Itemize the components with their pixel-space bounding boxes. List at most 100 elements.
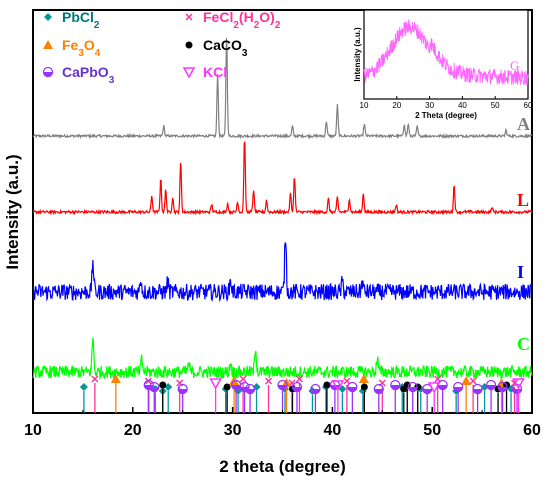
reference-marker-CaPbO3-fill — [231, 385, 241, 390]
reference-marker-FeCl2(H2O)2 — [239, 375, 247, 383]
reference-marker-CaPbO3-fill — [512, 389, 522, 394]
inset-series-label: G — [510, 58, 519, 73]
legend-text-part: Fe — [62, 37, 79, 53]
legend-subscript: 3 — [109, 75, 115, 86]
legend-text-part: O — [84, 37, 95, 53]
reference-marker-CaPbO3 — [472, 383, 483, 395]
series-line-C — [32, 337, 533, 381]
reference-marker-CaPbO3 — [485, 379, 497, 391]
legend-text-part: KCl — [203, 64, 227, 80]
reference-marker-KCl — [209, 378, 222, 390]
reference-marker-CaCO3 — [403, 381, 411, 389]
reference-marker-PbCl2 — [79, 383, 88, 391]
reference-marker-CaCO3 — [323, 381, 331, 389]
reference-marker-CaPbO3-fill — [390, 385, 400, 390]
reference-marker-CaPbO3-fill — [310, 389, 320, 394]
legend-marker-4 — [42, 66, 54, 78]
reference-marker-CaPbO3-fill — [374, 389, 384, 394]
reference-marker-CaPbO3-fill — [347, 387, 357, 392]
inset-tick-label: 10 — [360, 101, 369, 110]
inset-series-line — [363, 19, 529, 86]
series-line-A — [32, 37, 533, 140]
inset-frame — [363, 9, 529, 100]
reference-marker-CaCO3 — [360, 383, 368, 391]
reference-marker-CaPbO3 — [177, 383, 188, 395]
legend-text-part: FeCl — [203, 9, 233, 25]
legend-entry-label: CaPbO3 — [62, 64, 115, 86]
reference-marker-FeCl2(H2O)2 — [91, 375, 99, 383]
legend-text-part: CaCO — [203, 37, 242, 53]
x-axis-label: 2 theta (degree) — [219, 457, 346, 476]
reference-marker-CaPbO3-fill — [498, 387, 508, 392]
x-tick-label: 40 — [324, 422, 342, 439]
reference-marker-CaPbO3 — [407, 381, 418, 393]
reference-marker-CaCO3 — [223, 383, 231, 391]
reference-marker-KCl — [512, 378, 525, 390]
legend-text-part: PbCl — [62, 9, 94, 25]
inset-x-axis-label: 2 Theta (degree) — [415, 111, 477, 120]
reference-marker-CaPbO3-fill — [278, 385, 287, 390]
reference-marker-CaPbO3 — [373, 383, 384, 395]
x-tick-label: 50 — [423, 422, 441, 439]
reference-marker-KCl — [427, 382, 441, 394]
legend-subscript: 2 — [254, 20, 260, 31]
reference-marker-CaPbO3 — [437, 379, 448, 391]
x-tick-label: 10 — [24, 422, 42, 439]
legend-subscript: 4 — [95, 48, 101, 59]
reference-marker-CaPbO3 — [390, 379, 401, 391]
x-tick-label: 60 — [523, 422, 541, 439]
reference-marker-Fe3O4 — [358, 374, 369, 383]
reference-marker-Fe3O4 — [461, 376, 472, 385]
legend-subscript: 2 — [233, 20, 239, 31]
series-layer: A L I C — [32, 37, 533, 381]
reference-marker-CaPbO3 — [149, 381, 160, 393]
inset-tick-label: 40 — [458, 101, 467, 110]
reference-marker-FeCl2(H2O)2 — [469, 377, 477, 385]
y-axis-label: Intensity (a.u.) — [3, 154, 22, 269]
reference-marker-CaPbO3 — [347, 381, 358, 393]
legend-marker-4-fill — [43, 72, 53, 77]
reference-marker-CaPbO3 — [452, 381, 464, 393]
reference-marker-CaPbO3 — [277, 379, 288, 391]
reference-marker-CaPbO3-fill — [178, 389, 188, 394]
x-axis-ticks: 10 20 30 40 50 60 — [24, 407, 541, 439]
legend-marker-5 — [182, 67, 196, 79]
x-tick-label: 30 — [224, 422, 242, 439]
reference-marker-CaPbO3 — [244, 383, 256, 395]
reference-sticks-layer — [79, 374, 525, 413]
inset-y-axis-label: Intensity (a.u.) — [353, 27, 362, 82]
reference-marker-CaPbO3 — [291, 381, 303, 393]
reference-marker-CaPbO3-fill — [453, 387, 463, 392]
legend-subscript: 3 — [78, 48, 84, 59]
inset-chart: 10 20 30 40 50 60 2 Theta (degree) Intensity (a… — [353, 9, 533, 120]
legend-marker-0 — [44, 13, 52, 21]
legend-text-part: O) — [259, 9, 275, 25]
reference-marker-CaPbO3-fill — [292, 387, 302, 392]
reference-marker-CaPbO3-fill — [408, 387, 418, 392]
reference-marker-CaCO3 — [159, 381, 167, 389]
legend-entry-label: KCl — [203, 64, 227, 80]
legend-subscript: 3 — [242, 48, 248, 59]
legend-subscript: 2 — [275, 20, 281, 31]
legend-subscript: 2 — [94, 20, 100, 31]
legend-entry-label: FeCl2(H2O)2 — [203, 9, 281, 31]
inset-tick-label: 20 — [392, 101, 401, 110]
reference-marker-CaPbO3 — [310, 383, 321, 395]
legend-text-part: CaPbO — [62, 64, 109, 80]
series-label-A: A — [517, 114, 530, 134]
reference-marker-CaPbO3-fill — [486, 385, 496, 390]
legend-entry-label: Fe3O4 — [62, 37, 101, 59]
reference-marker-CaPbO3-fill — [149, 387, 159, 392]
inset-tick-label: 60 — [524, 101, 533, 110]
legend-entry-label: CaCO3 — [203, 37, 248, 59]
reference-marker-CaPbO3-fill — [245, 389, 255, 394]
x-tick-label: 20 — [124, 422, 142, 439]
reference-marker-FeCl2(H2O)2 — [264, 377, 273, 385]
legend-text-part: (H — [239, 9, 254, 25]
inset-tick-label: 50 — [491, 101, 500, 110]
reference-marker-CaPbO3 — [497, 381, 508, 393]
legend-marker-2 — [43, 40, 53, 49]
series-line-I — [32, 242, 533, 303]
